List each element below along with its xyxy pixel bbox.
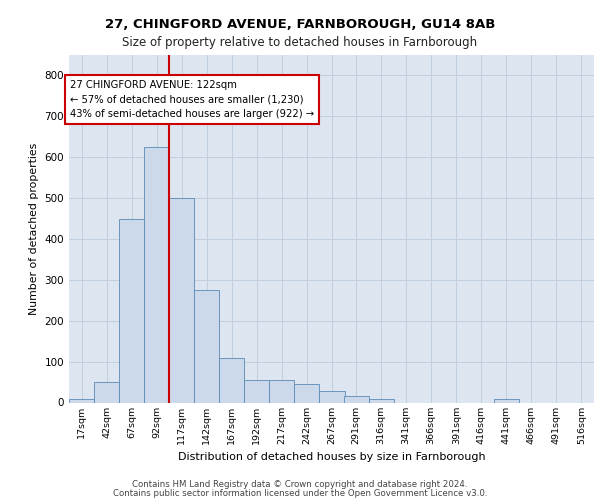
Bar [219, 358, 244, 403]
Text: Contains HM Land Registry data © Crown copyright and database right 2024.: Contains HM Land Registry data © Crown c… [132, 480, 468, 489]
Bar [69, 399, 94, 402]
Text: 27 CHINGFORD AVENUE: 122sqm
← 57% of detached houses are smaller (1,230)
43% of : 27 CHINGFORD AVENUE: 122sqm ← 57% of det… [70, 80, 314, 119]
X-axis label: Distribution of detached houses by size in Farnborough: Distribution of detached houses by size … [178, 452, 485, 462]
Text: 27, CHINGFORD AVENUE, FARNBOROUGH, GU14 8AB: 27, CHINGFORD AVENUE, FARNBOROUGH, GU14 … [105, 18, 495, 30]
Bar [269, 380, 295, 402]
Bar [295, 384, 319, 402]
Bar [244, 380, 269, 402]
Bar [368, 399, 394, 402]
Y-axis label: Number of detached properties: Number of detached properties [29, 142, 39, 315]
Text: Size of property relative to detached houses in Farnborough: Size of property relative to detached ho… [122, 36, 478, 49]
Bar [169, 198, 194, 402]
Bar [194, 290, 219, 403]
Bar [319, 391, 344, 402]
Bar [144, 147, 169, 403]
Bar [344, 396, 368, 402]
Bar [494, 399, 519, 402]
Bar [94, 382, 119, 402]
Text: Contains public sector information licensed under the Open Government Licence v3: Contains public sector information licen… [113, 490, 487, 498]
Bar [119, 218, 144, 402]
